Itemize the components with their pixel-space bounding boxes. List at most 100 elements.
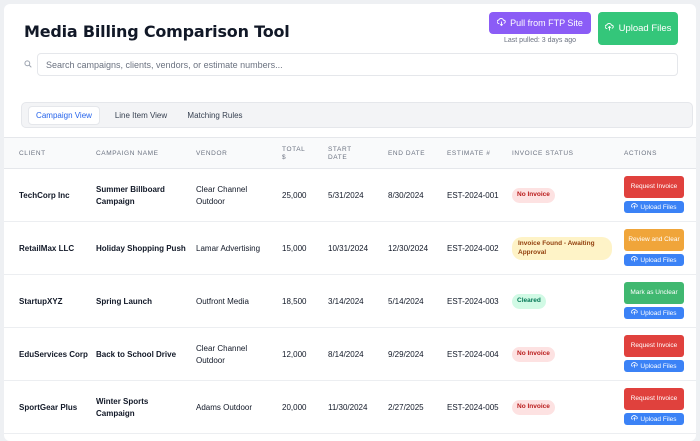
cell-vendor: Lamar Advertising xyxy=(196,243,261,253)
pull-ftp-button[interactable]: Pull from FTP Site xyxy=(489,12,591,34)
cell-vendor: Clear Channel Outdoor xyxy=(196,185,248,206)
cell-status: No Invoice xyxy=(512,328,555,381)
search-input[interactable] xyxy=(37,53,678,76)
tab-matching-rules[interactable]: Matching Rules xyxy=(187,111,243,120)
cell-total: 20,000 xyxy=(282,402,307,412)
cell-total: 12,000 xyxy=(282,349,307,359)
cell-end: 8/30/2024 xyxy=(388,190,424,200)
header-client: CLIENT xyxy=(19,149,46,157)
status-badge: No Invoice xyxy=(512,347,555,362)
cell-campaign: Summer Billboard Campaign xyxy=(96,185,165,206)
app-card: Media Billing Comparison Tool Pull from … xyxy=(4,4,696,441)
review-and-clear-button[interactable]: Review and Clear xyxy=(624,229,684,251)
cloud-upload-icon xyxy=(631,256,639,264)
tab-campaign-view[interactable]: Campaign View xyxy=(28,106,100,125)
cell-estimate: EST-2024-002 xyxy=(447,243,499,253)
upload-files-small-label: Upload Files xyxy=(640,256,677,264)
pull-ftp-label: Pull from FTP Site xyxy=(510,18,583,28)
status-badge: No Invoice xyxy=(512,400,555,415)
cell-status: Cleared xyxy=(512,275,546,328)
header-total: TOTAL $ xyxy=(282,145,306,161)
row-actions: Request Invoice Upload Files xyxy=(624,176,684,213)
row-actions: Request Invoice Upload Files xyxy=(624,335,684,372)
cell-status: No Invoice xyxy=(512,381,555,434)
status-badge: Cleared xyxy=(512,294,546,309)
search-icon xyxy=(24,60,32,70)
row-actions: Mark as Unclear Upload Files xyxy=(624,282,684,319)
cell-start: 11/30/2024 xyxy=(328,402,368,412)
upload-files-button[interactable]: Upload Files xyxy=(598,12,678,45)
view-tabs: Campaign View Line Item View Matching Ru… xyxy=(21,102,693,128)
cell-client: SportGear Plus xyxy=(19,402,78,412)
cell-total: 15,000 xyxy=(282,243,307,253)
cell-client: StartupXYZ xyxy=(19,296,63,306)
cell-end: 9/29/2024 xyxy=(388,349,424,359)
cell-vendor: Adams Outdoor xyxy=(196,402,253,412)
request-invoice-button[interactable]: Request Invoice xyxy=(624,388,684,410)
cloud-download-icon xyxy=(496,18,506,28)
cell-campaign: Spring Launch xyxy=(96,296,152,306)
campaign-table: CLIENT CAMPAIGN NAME VENDOR TOTAL $ STAR… xyxy=(4,137,696,434)
cloud-upload-icon xyxy=(631,362,639,370)
status-badge: No Invoice xyxy=(512,188,555,203)
cell-estimate: EST-2024-001 xyxy=(447,190,499,200)
cell-campaign: Winter Sports Campaign xyxy=(96,397,149,418)
upload-files-small-button[interactable]: Upload Files xyxy=(624,413,684,425)
cell-estimate: EST-2024-004 xyxy=(447,349,499,359)
cell-campaign: Holiday Shopping Push xyxy=(96,243,186,253)
cell-start: 10/31/2024 xyxy=(328,243,369,253)
upload-files-small-label: Upload Files xyxy=(640,415,677,423)
cell-start: 3/14/2024 xyxy=(328,296,364,306)
table-row: SportGear Plus Winter Sports Campaign Ad… xyxy=(4,381,696,434)
status-badge: Invoice Found - Awaiting Approval xyxy=(512,236,612,261)
cell-end: 5/14/2024 xyxy=(388,296,424,306)
table-row: EduServices Corp Back to School Drive Cl… xyxy=(4,328,696,381)
table-row: StartupXYZ Spring Launch Outfront Media … xyxy=(4,275,696,328)
cell-total: 18,500 xyxy=(282,296,307,306)
cell-vendor: Outfront Media xyxy=(196,296,249,306)
header-vendor: VENDOR xyxy=(196,149,228,157)
tab-line-item-view[interactable]: Line Item View xyxy=(114,111,168,120)
upload-files-small-label: Upload Files xyxy=(640,203,677,211)
cell-status: No Invoice xyxy=(512,169,555,222)
row-actions: Review and Clear Upload Files xyxy=(624,229,684,266)
header-estimate: ESTIMATE # xyxy=(447,149,491,157)
cell-client: RetailMax LLC xyxy=(19,243,75,253)
upload-files-small-button[interactable]: Upload Files xyxy=(624,201,684,213)
cloud-upload-icon xyxy=(604,23,614,34)
table-row: RetailMax LLC Holiday Shopping Push Lama… xyxy=(4,222,696,275)
header-actions: ACTIONS xyxy=(624,149,658,157)
cell-client: TechCorp Inc xyxy=(19,190,70,200)
upload-files-small-label: Upload Files xyxy=(640,309,677,317)
last-pulled-text: Last pulled: 3 days ago xyxy=(504,37,576,44)
upload-files-small-label: Upload Files xyxy=(640,362,677,370)
page-title: Media Billing Comparison Tool xyxy=(24,22,290,41)
cell-end: 2/27/2025 xyxy=(388,402,424,412)
cell-total: 25,000 xyxy=(282,190,307,200)
cell-estimate: EST-2024-003 xyxy=(447,296,499,306)
cell-estimate: EST-2024-005 xyxy=(447,402,499,412)
table-header: CLIENT CAMPAIGN NAME VENDOR TOTAL $ STAR… xyxy=(4,137,696,169)
request-invoice-button[interactable]: Request Invoice xyxy=(624,335,684,357)
cell-start: 8/14/2024 xyxy=(328,349,364,359)
upload-files-small-button[interactable]: Upload Files xyxy=(624,254,684,266)
header-start-date: START DATE xyxy=(328,145,352,161)
header-end-date: END DATE xyxy=(388,149,426,157)
cloud-upload-icon xyxy=(631,203,639,211)
cell-campaign: Back to School Drive xyxy=(96,349,177,359)
cloud-upload-icon xyxy=(631,415,639,423)
cell-start: 5/31/2024 xyxy=(328,190,364,200)
request-invoice-button[interactable]: Request Invoice xyxy=(624,176,684,198)
table-row: TechCorp Inc Summer Billboard Campaign C… xyxy=(4,169,696,222)
header-invoice-status: INVOICE STATUS xyxy=(512,149,574,157)
header-campaign-name: CAMPAIGN NAME xyxy=(96,149,159,157)
row-actions: Request Invoice Upload Files xyxy=(624,388,684,425)
mark-as-unclear-button[interactable]: Mark as Unclear xyxy=(624,282,684,304)
upload-files-small-button[interactable]: Upload Files xyxy=(624,360,684,372)
cell-vendor: Clear Channel Outdoor xyxy=(196,344,248,365)
cell-end: 12/30/2024 xyxy=(388,243,429,253)
cloud-upload-icon xyxy=(631,309,639,317)
upload-files-label: Upload Files xyxy=(618,23,672,34)
upload-files-small-button[interactable]: Upload Files xyxy=(624,307,684,319)
cell-status: Invoice Found - Awaiting Approval xyxy=(512,222,612,275)
